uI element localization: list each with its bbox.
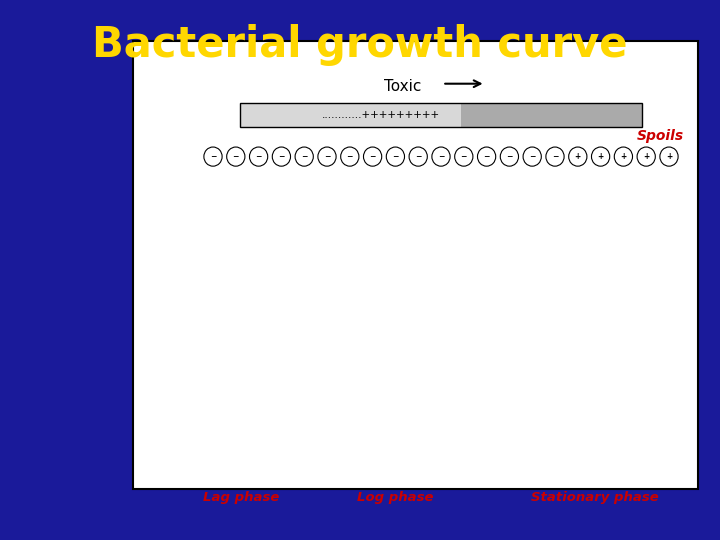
Text: Spoils: Spoils bbox=[637, 129, 684, 143]
Text: −: − bbox=[233, 152, 239, 161]
Text: +: + bbox=[643, 152, 649, 161]
Text: −: − bbox=[506, 152, 513, 161]
Text: ............+++++++++: ............+++++++++ bbox=[322, 110, 440, 120]
Y-axis label: Log Bacterial Numbers: Log Bacterial Numbers bbox=[167, 231, 180, 390]
Text: Bacterial growth curve: Bacterial growth curve bbox=[92, 24, 628, 66]
Text: +: + bbox=[666, 152, 672, 161]
Text: Stationary phase: Stationary phase bbox=[531, 491, 659, 504]
Text: −: − bbox=[438, 152, 444, 161]
Text: Log phase: Log phase bbox=[357, 491, 433, 504]
Text: −: − bbox=[346, 152, 353, 161]
Text: −: − bbox=[552, 152, 558, 161]
Text: −: − bbox=[529, 152, 536, 161]
Text: Time to spoilage: Time to spoilage bbox=[288, 190, 386, 203]
Text: −: − bbox=[256, 152, 262, 161]
Text: −: − bbox=[461, 152, 467, 161]
Text: −: − bbox=[415, 152, 421, 161]
Text: −: − bbox=[301, 152, 307, 161]
X-axis label: Time: Time bbox=[418, 456, 464, 475]
Text: −: − bbox=[392, 152, 399, 161]
Text: Toxic: Toxic bbox=[384, 79, 421, 94]
Text: −: − bbox=[278, 152, 284, 161]
Text: −: − bbox=[483, 152, 490, 161]
Text: +: + bbox=[575, 152, 581, 161]
Text: −: − bbox=[324, 152, 330, 161]
Text: +: + bbox=[620, 152, 626, 161]
Text: −: − bbox=[369, 152, 376, 161]
Text: −: − bbox=[210, 152, 216, 161]
Text: +: + bbox=[598, 152, 604, 161]
Text: Lag phase: Lag phase bbox=[203, 491, 279, 504]
